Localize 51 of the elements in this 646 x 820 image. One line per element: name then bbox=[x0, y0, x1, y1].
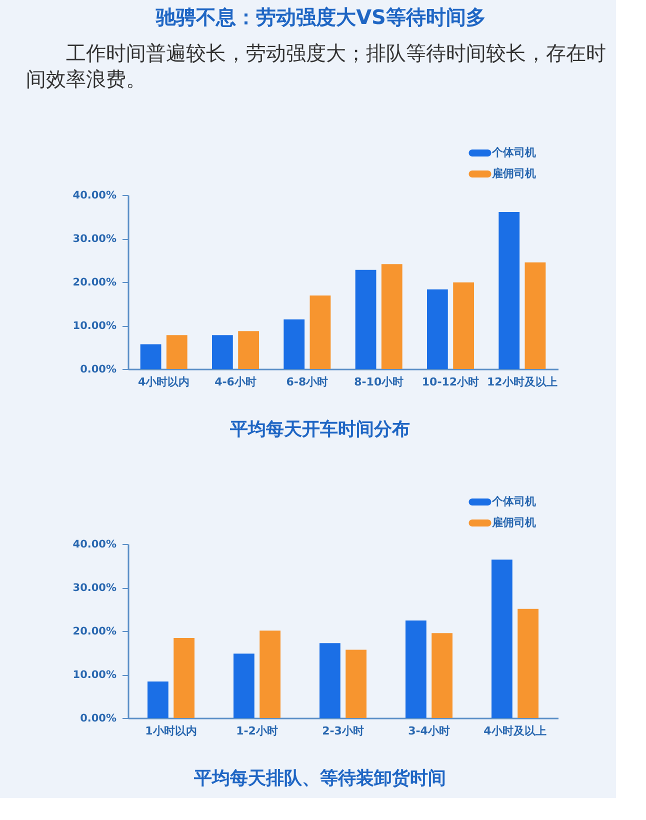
y-tick-label: 20.00% bbox=[72, 626, 117, 638]
y-tick-label: 40.00% bbox=[72, 538, 117, 550]
bar bbox=[140, 344, 162, 369]
x-tick-label: 1小时以内 bbox=[145, 724, 197, 738]
x-tick-label: 4小时以内 bbox=[138, 376, 190, 388]
bar bbox=[234, 654, 254, 718]
y-tick-label: 40.00% bbox=[72, 190, 117, 202]
x-tick-label: 10-12小时 bbox=[422, 376, 480, 388]
bar bbox=[453, 282, 474, 369]
y-tick-label: 10.00% bbox=[72, 320, 117, 332]
x-tick-label: 2-3小时 bbox=[322, 724, 364, 738]
bar bbox=[406, 620, 426, 718]
bar bbox=[260, 630, 280, 718]
y-tick-label: 0.00% bbox=[80, 712, 117, 724]
bar bbox=[381, 264, 402, 369]
x-tick-label: 12小时及以上 bbox=[487, 376, 558, 388]
legend-label: 雇佣司机 bbox=[491, 167, 536, 180]
bar bbox=[320, 643, 340, 718]
legend-label: 个体司机 bbox=[491, 146, 536, 159]
bar bbox=[284, 319, 305, 369]
text: 平均每天排队、等待装卸货时间 bbox=[193, 768, 446, 789]
x-tick-label: 4-6小时 bbox=[214, 376, 256, 388]
y-tick-label: 20.00% bbox=[72, 276, 117, 288]
bar bbox=[432, 633, 452, 718]
y-tick-label: 30.00% bbox=[72, 233, 117, 245]
bar bbox=[498, 212, 520, 369]
bar bbox=[148, 681, 168, 718]
bar bbox=[427, 289, 448, 369]
bar bbox=[310, 295, 331, 369]
x-tick-label: 6-8小时 bbox=[286, 376, 328, 388]
y-tick-label: 10.00% bbox=[72, 669, 117, 681]
bar bbox=[166, 335, 188, 369]
bar bbox=[524, 262, 546, 369]
bar bbox=[212, 335, 233, 369]
bar bbox=[174, 638, 194, 718]
y-tick-label: 0.00% bbox=[80, 364, 117, 376]
x-tick-label: 1-2小时 bbox=[236, 724, 278, 738]
bar bbox=[492, 560, 512, 718]
bar bbox=[238, 331, 259, 369]
bar bbox=[518, 608, 538, 718]
x-tick-label: 3-4小时 bbox=[408, 724, 450, 738]
x-tick-label: 4小时及以上 bbox=[484, 724, 546, 738]
bar bbox=[355, 270, 376, 369]
bar bbox=[346, 650, 366, 718]
legend-label: 雇佣司机 bbox=[491, 516, 536, 529]
legend-label: 个体司机 bbox=[491, 495, 536, 508]
text: 驰骋不息：劳动强度大VS等待时间多 bbox=[155, 5, 486, 29]
text: 工作时间普遍较长，劳动强度大；排队等待时间较长，存在时间效率浪费。 bbox=[26, 41, 606, 91]
y-tick-label: 30.00% bbox=[72, 582, 117, 594]
text: 平均每天开车时间分布 bbox=[229, 419, 410, 440]
x-tick-label: 8-10小时 bbox=[354, 376, 404, 388]
